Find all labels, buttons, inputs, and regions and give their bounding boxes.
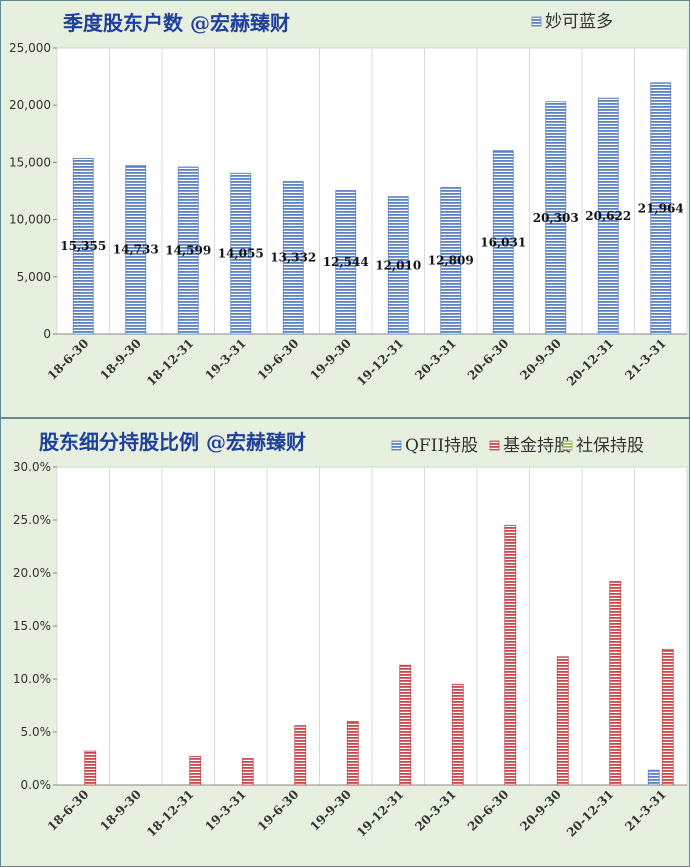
x-tick-label: 20-3-31 (412, 336, 458, 382)
x-tick-label: 19-3-31 (202, 787, 248, 833)
chart-title: 季度股东户数 @宏赫臻财 (62, 11, 290, 35)
x-tick-label: 19-9-30 (307, 787, 353, 833)
x-tick-label: 20-9-30 (517, 787, 563, 833)
x-tick-label: 18-6-30 (45, 787, 91, 833)
x-tick-label: 20-12-31 (564, 336, 616, 388)
x-tick-label: 19-6-30 (255, 787, 301, 833)
bar (294, 725, 307, 786)
x-tick-label: 20-6-30 (465, 787, 511, 833)
bar (189, 755, 202, 786)
y-tick-label: 15,000 (9, 155, 51, 169)
bar (230, 172, 252, 335)
holding-ratio-chart-panel: 股东细分持股比例 @宏赫臻财 QFII持股 基金持股 社保持股 0.0% 5.0% 10… (0, 418, 690, 867)
y-tick-label: 0 (43, 327, 51, 341)
legend-swatch (391, 440, 402, 451)
legend-swatch (531, 16, 542, 27)
bar (72, 157, 94, 335)
bar (335, 190, 357, 335)
x-tick-label: 18-12-31 (144, 336, 196, 388)
bar (647, 769, 660, 786)
data-label: 14,733 (113, 243, 159, 257)
bar (440, 187, 462, 335)
legend-label: 社保持股 (576, 436, 644, 456)
data-label: 14,055 (218, 247, 264, 261)
data-label: 20,303 (533, 211, 579, 225)
y-tick-label: 30.0% (13, 460, 51, 474)
y-tick-label: 25,000 (9, 41, 51, 55)
x-tick-label: 18-12-31 (144, 787, 196, 839)
holding-ratio-chart: 股东细分持股比例 @宏赫臻财 QFII持股 基金持股 社保持股 0.0% 5.0% 10… (13, 430, 688, 840)
x-tick-label: 19-6-30 (255, 336, 301, 382)
x-tick-label: 20-12-31 (564, 787, 616, 839)
chart-title: 股东细分持股比例 @宏赫臻财 (39, 430, 306, 454)
x-tick-label: 20-6-30 (465, 336, 511, 382)
data-label: 15,355 (60, 239, 106, 253)
x-tick-label: 18-9-30 (97, 336, 143, 382)
bar (125, 165, 147, 335)
bar (346, 720, 359, 786)
x-tick-label: 20-3-31 (412, 787, 458, 833)
data-label: 12,544 (323, 255, 369, 269)
chart-legend: QFII持股 基金持股 社保持股 (391, 436, 644, 456)
bar (597, 97, 619, 335)
data-label: 12,809 (428, 254, 474, 268)
bar (399, 664, 412, 786)
legend-label: 基金持股 (503, 436, 571, 456)
bar (556, 656, 569, 786)
shareholder-count-chart-panel: 季度股东户数 @宏赫臻财 妙可蓝多 0 5,000 10,000 15,000 20,0… (0, 0, 690, 418)
legend-label: QFII持股 (405, 436, 478, 456)
bar (545, 101, 567, 335)
bar (650, 82, 672, 335)
y-tick-label: 25.0% (13, 513, 51, 527)
x-tick-label: 19-12-31 (354, 336, 406, 388)
bar (282, 181, 304, 335)
shareholder-count-chart: 季度股东户数 @宏赫臻财 妙可蓝多 0 5,000 10,000 15,000 20,0… (9, 11, 688, 389)
y-tick-label: 20,000 (9, 98, 51, 112)
x-tick-label: 21-3-31 (622, 336, 668, 382)
y-tick-label: 10,000 (9, 213, 51, 227)
data-label: 16,031 (480, 235, 526, 249)
x-tick-label: 19-3-31 (202, 336, 248, 382)
legend-label: 妙可蓝多 (545, 12, 613, 32)
bar (84, 750, 97, 786)
legend-swatch (489, 440, 500, 451)
x-tick-label: 19-9-30 (307, 336, 353, 382)
bar (661, 648, 674, 786)
data-label: 14,599 (165, 243, 211, 257)
bar (241, 758, 254, 786)
x-tick-label: 18-6-30 (45, 336, 91, 382)
bar (492, 150, 514, 335)
chart-legend: 妙可蓝多 (531, 12, 613, 32)
x-tick-label: 19-12-31 (354, 787, 406, 839)
x-tick-label: 20-9-30 (517, 336, 563, 382)
y-tick-label: 20.0% (13, 566, 51, 580)
bar (451, 683, 464, 786)
data-label: 21,964 (638, 201, 684, 215)
x-tick-label: 21-3-31 (622, 787, 668, 833)
legend-swatch (562, 440, 573, 451)
data-label: 12,010 (375, 258, 421, 272)
y-tick-label: 0.0% (21, 778, 52, 792)
bar (504, 524, 517, 786)
y-tick-label: 5.0% (21, 725, 52, 739)
y-tick-label: 10.0% (13, 672, 51, 686)
bar (387, 196, 409, 335)
y-tick-label: 5,000 (17, 270, 51, 284)
bar (609, 581, 622, 786)
y-tick-label: 15.0% (13, 619, 51, 633)
data-label: 20,622 (585, 209, 631, 223)
data-label: 13,332 (270, 251, 316, 265)
x-tick-label: 18-9-30 (97, 787, 143, 833)
bar (177, 166, 199, 335)
